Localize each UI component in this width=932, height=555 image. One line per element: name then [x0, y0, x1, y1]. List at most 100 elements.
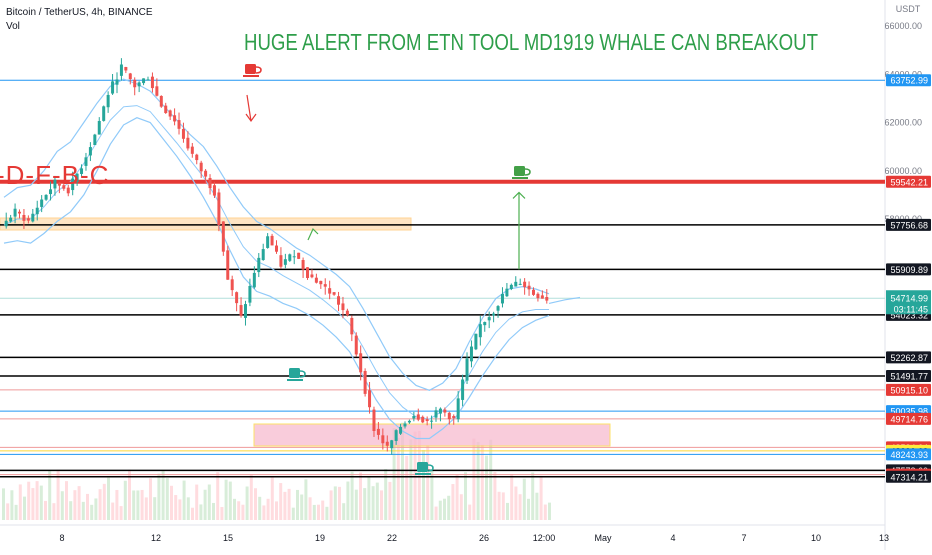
candle-body[interactable] [381, 435, 385, 444]
candle-body[interactable] [319, 280, 323, 285]
candle-body[interactable] [394, 430, 398, 441]
candle-body[interactable] [430, 420, 434, 422]
candle-body[interactable] [248, 285, 252, 303]
candle-body[interactable] [243, 304, 247, 318]
candle-body[interactable] [159, 95, 163, 107]
candle-body[interactable] [301, 260, 305, 270]
candle-body[interactable] [80, 168, 84, 174]
candle-body[interactable] [186, 137, 190, 149]
candle-body[interactable] [31, 213, 35, 222]
candle-body[interactable] [518, 283, 522, 285]
candle-body[interactable] [270, 235, 274, 246]
symbol-title[interactable]: Bitcoin / TetherUS, 4h, BINANCE [6, 7, 153, 18]
candle-body[interactable] [177, 120, 181, 129]
candle-body[interactable] [40, 199, 44, 207]
candle-body[interactable] [230, 279, 234, 291]
candle-body[interactable] [531, 289, 535, 295]
candle-body[interactable] [146, 79, 150, 81]
candle-body[interactable] [257, 257, 261, 273]
candle-body[interactable] [341, 303, 345, 311]
candle-body[interactable] [452, 416, 456, 419]
candle-body[interactable] [465, 358, 469, 381]
candle-body[interactable] [487, 317, 491, 321]
candle-body[interactable] [337, 296, 341, 305]
candle-body[interactable] [275, 245, 278, 252]
candle-body[interactable] [88, 147, 92, 156]
coffee-marker-teal-icon[interactable] [415, 462, 434, 475]
candle-body[interactable] [4, 220, 8, 227]
candle-body[interactable] [483, 322, 487, 326]
coffee-marker-green-icon[interactable] [512, 166, 531, 179]
candle-body[interactable] [279, 255, 283, 267]
candle-body[interactable] [505, 288, 509, 297]
candle-body[interactable] [49, 189, 53, 195]
level-tag[interactable] [886, 448, 931, 461]
candle-body[interactable] [354, 335, 358, 355]
candle-body[interactable] [288, 254, 292, 261]
candle-body[interactable] [399, 426, 403, 434]
candle-body[interactable] [474, 333, 478, 350]
candle-body[interactable] [438, 408, 442, 414]
resistance-zone[interactable] [0, 217, 412, 231]
candle-body[interactable] [84, 157, 88, 166]
candle-body[interactable] [128, 73, 132, 80]
candle-body[interactable] [133, 79, 137, 88]
candle-body[interactable] [523, 281, 527, 288]
candle-body[interactable] [540, 295, 544, 299]
level-tag[interactable] [886, 218, 931, 231]
candle-body[interactable] [53, 179, 57, 189]
candle-body[interactable] [97, 120, 101, 135]
level-tag[interactable] [886, 412, 931, 425]
candle-body[interactable] [297, 252, 301, 259]
level-tag[interactable] [886, 74, 931, 87]
candle-body[interactable] [18, 211, 22, 214]
candle-body[interactable] [407, 420, 411, 423]
candle-body[interactable] [124, 67, 128, 71]
candle-body[interactable] [314, 277, 318, 283]
candle-body[interactable] [9, 217, 13, 222]
level-tag[interactable] [886, 370, 931, 383]
candle-body[interactable] [443, 409, 447, 413]
candle-body[interactable] [22, 214, 26, 221]
candle-body[interactable] [13, 208, 17, 217]
candle-body[interactable] [500, 293, 504, 304]
candle-body[interactable] [372, 409, 376, 431]
candle-body[interactable] [403, 423, 407, 427]
candle-body[interactable] [514, 281, 518, 287]
candle-body[interactable] [345, 310, 349, 316]
candle-body[interactable] [106, 94, 110, 108]
candle-body[interactable] [181, 128, 185, 139]
candle-body[interactable] [26, 218, 30, 221]
candle-body[interactable] [509, 284, 513, 289]
candle-body[interactable] [173, 115, 177, 122]
candle-body[interactable] [62, 185, 66, 189]
candle-body[interactable] [390, 440, 394, 449]
candle-body[interactable] [150, 76, 154, 89]
candle-body[interactable] [359, 353, 363, 373]
candle-body[interactable] [252, 272, 256, 288]
candle-body[interactable] [363, 370, 367, 394]
coffee-marker-teal-icon[interactable] [287, 368, 306, 381]
candle-body[interactable] [204, 170, 208, 177]
candle-body[interactable] [239, 305, 243, 316]
candle-body[interactable] [310, 274, 314, 278]
level-tag[interactable] [886, 175, 931, 188]
candle-body[interactable] [447, 412, 451, 420]
candle-body[interactable] [221, 221, 225, 252]
candle-body[interactable] [536, 293, 540, 299]
level-tag[interactable] [886, 383, 931, 396]
candle-body[interactable] [217, 192, 221, 226]
candle-body[interactable] [492, 313, 496, 316]
candle-body[interactable] [332, 292, 336, 295]
candle-body[interactable] [208, 177, 212, 189]
candle-body[interactable] [75, 173, 79, 183]
candle-body[interactable] [35, 207, 39, 215]
candle-body[interactable] [168, 110, 172, 117]
candle-body[interactable] [385, 441, 389, 446]
candle-body[interactable] [71, 178, 75, 191]
last-price-tag[interactable] [886, 290, 931, 315]
candle-body[interactable] [421, 416, 425, 423]
candle-body[interactable] [283, 259, 287, 265]
